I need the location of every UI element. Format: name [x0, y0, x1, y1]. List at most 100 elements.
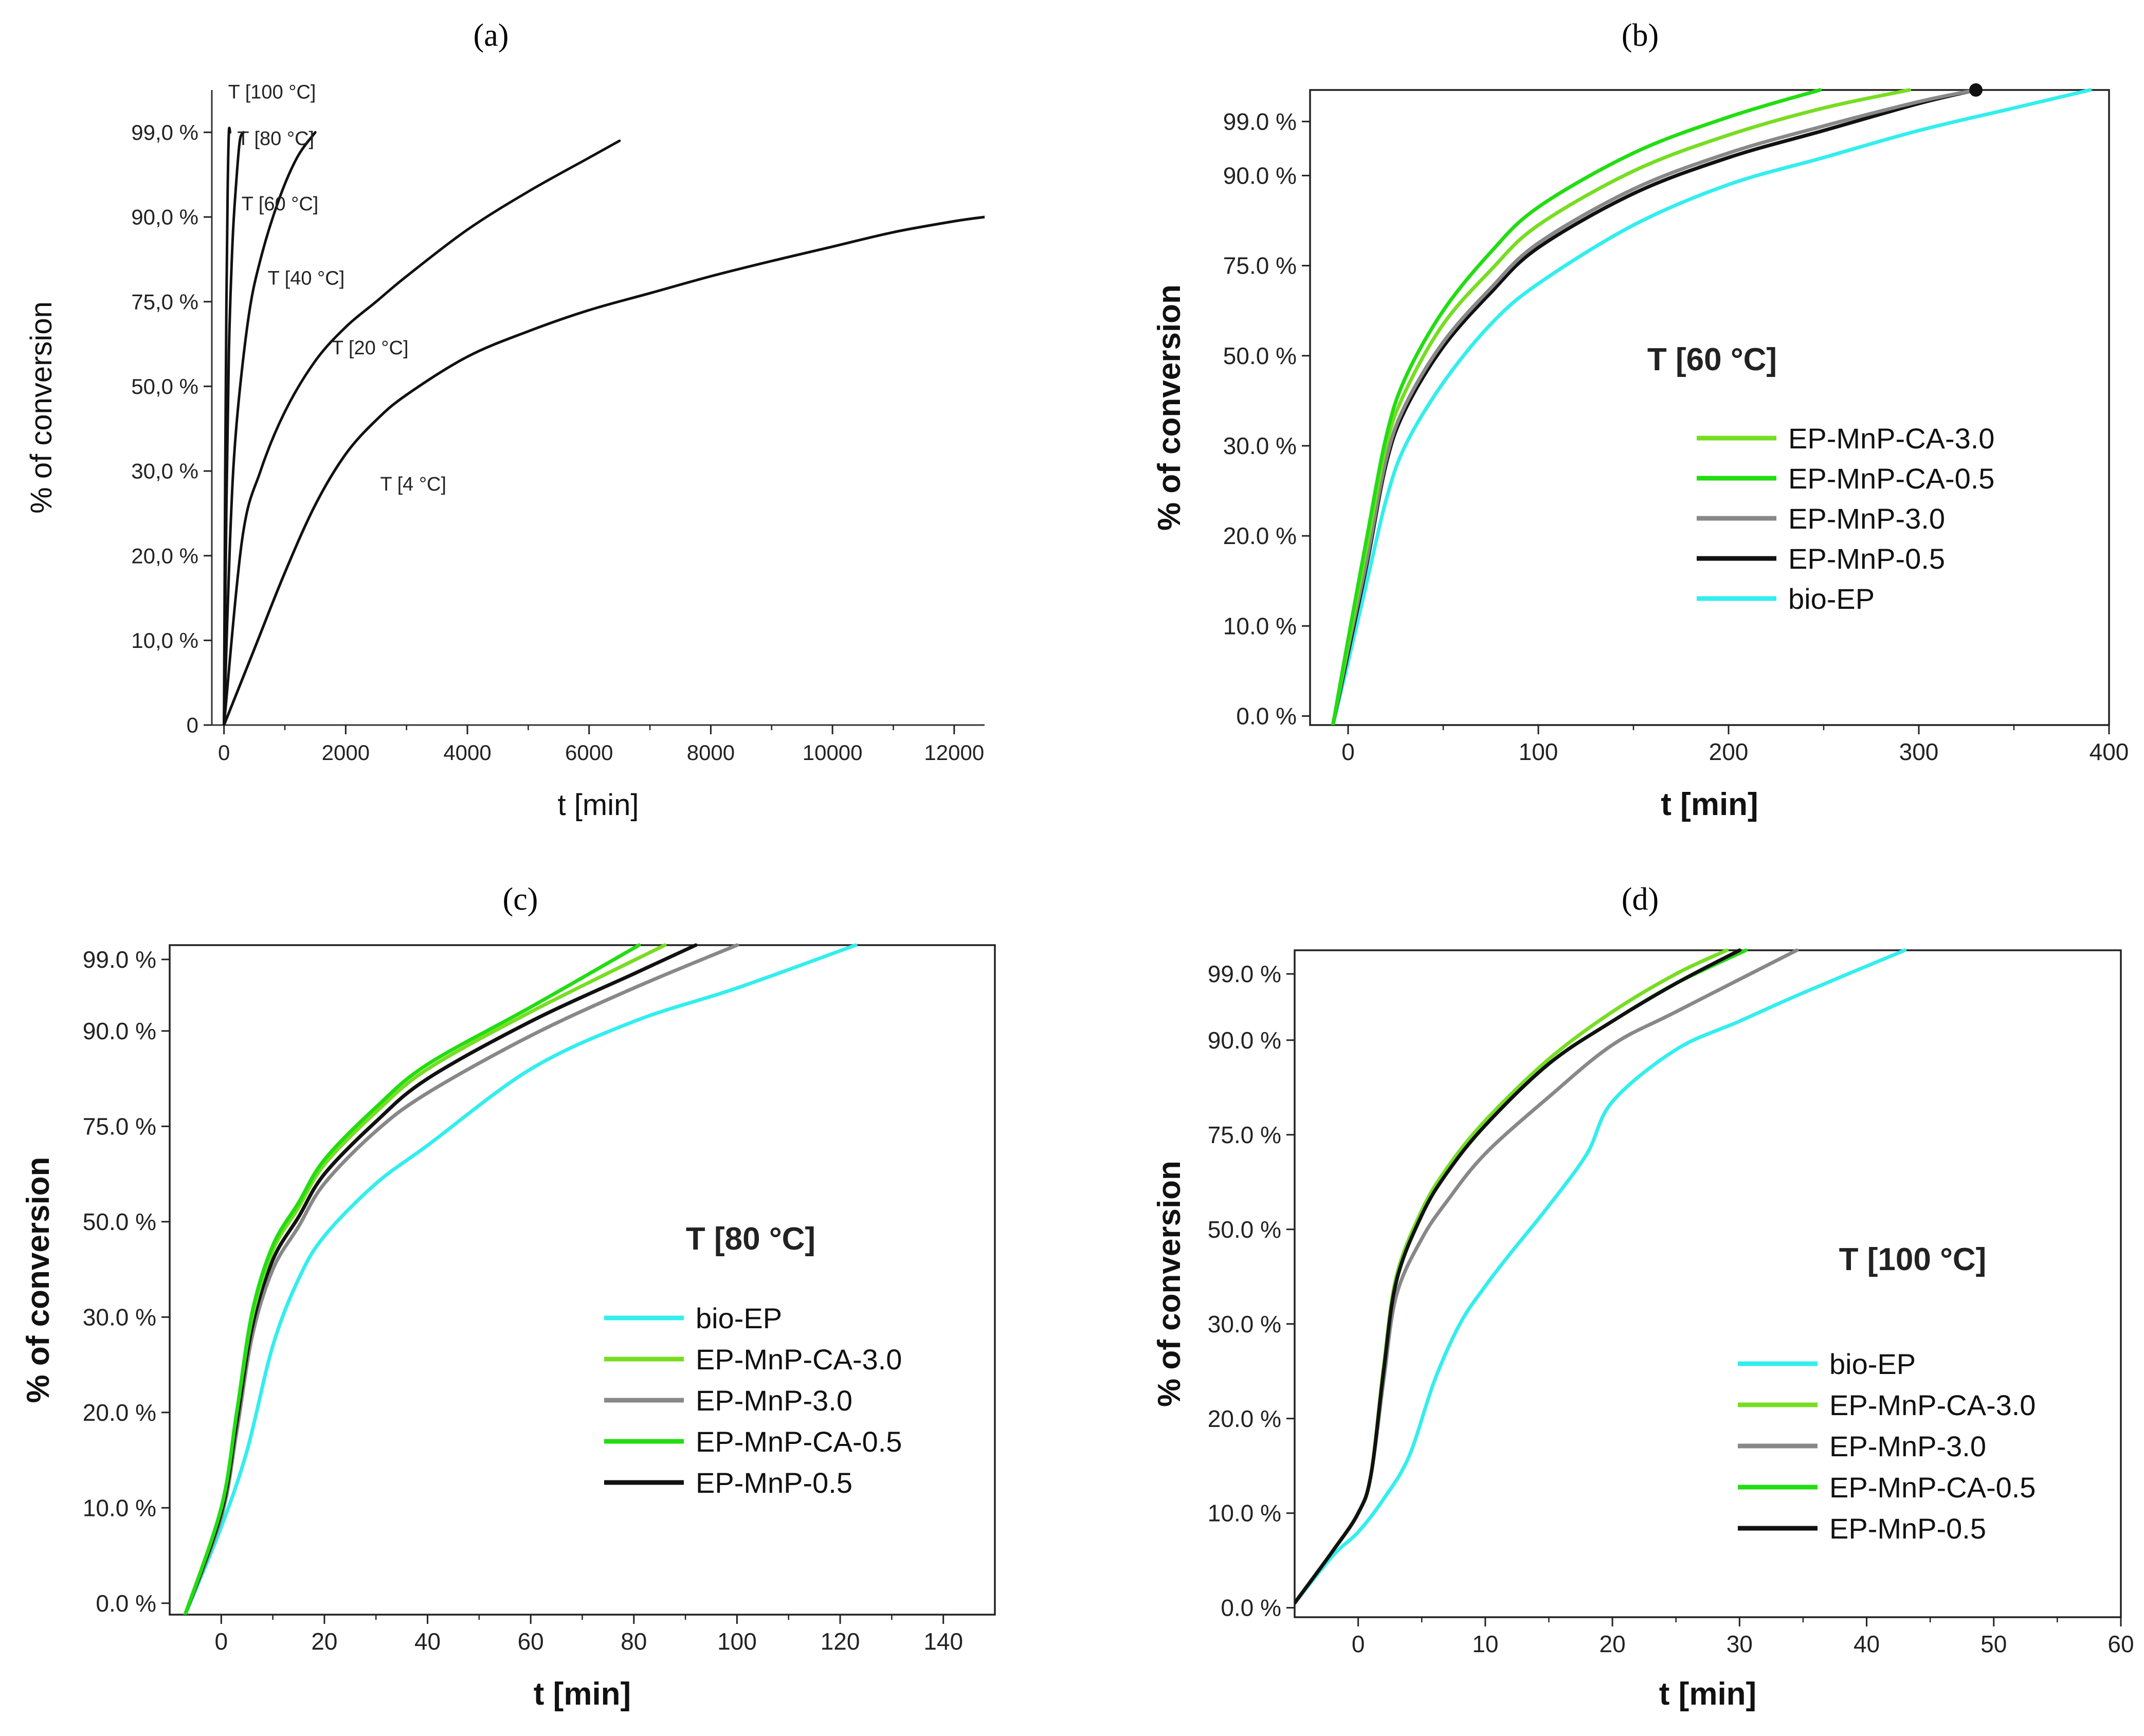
chart-panel-4: (d) 0 10 20 30 40 50 60 0.0 % 10.0 % 20.0 % 30.0 % 5… — [1152, 882, 2134, 1712]
y-tick-label: 0.0 % — [96, 1590, 156, 1617]
x-tick-label: 4000 — [443, 740, 491, 765]
series-line-bio-ep — [1295, 948, 1907, 1605]
x-tick-label: 8000 — [687, 740, 735, 765]
x-tick-label: 10 — [1472, 1631, 1498, 1657]
legend-entry: EP-MnP-3.0 — [1829, 1430, 1986, 1462]
x-tick-label: 140 — [923, 1628, 963, 1655]
x-tick-label: 20 — [1599, 1631, 1625, 1657]
plot-frame — [1309, 89, 2110, 726]
y-tick-label: 0.0 % — [1236, 703, 1297, 730]
series-group — [183, 943, 858, 1615]
y-tick-label: 90,0 % — [131, 205, 198, 229]
x-tick-label: 12000 — [924, 740, 984, 765]
series-line-t-40-c- — [223, 139, 621, 725]
x-tick-label: 40 — [414, 1628, 441, 1655]
y-axis-title: % of conversion — [1152, 1161, 1187, 1407]
chart-panel-2: (b) 0 100 200 300 400 0.0 % 10.0 % 20.0 % 30.0 % 5… — [1152, 18, 2129, 822]
y-tick-label: 10.0 % — [1223, 612, 1297, 639]
y-tick-label: 0 — [187, 713, 198, 737]
legend: EP-MnP-CA-3.0 EP-MnP-CA-0.5 EP-MnP-3.0 EP-M… — [1697, 422, 1994, 615]
x-tick-label: 0 — [1352, 1631, 1365, 1657]
x-axis-title: t [min] — [534, 1676, 631, 1712]
panel-letter: (a) — [474, 18, 509, 53]
panel-letter: (d) — [1622, 882, 1659, 917]
y-tick-label: 75,0 % — [131, 290, 198, 314]
x-tick-label: 0 — [215, 1628, 228, 1655]
legend-entry: EP-MnP-CA-0.5 — [1788, 462, 1994, 495]
y-tick-label: 0.0 % — [1221, 1595, 1281, 1621]
curve-label: T [100 °C] — [228, 81, 316, 103]
series-line-t-60-c- — [223, 131, 317, 725]
legend: bio-EP EP-MnP-CA-3.0 EP-MnP-3.0 EP-MnP-CA-0… — [604, 1302, 902, 1499]
series-line-ep-mnp-0-5 — [1331, 88, 1978, 725]
legend-entry: EP-MnP-0.5 — [696, 1467, 852, 1499]
curve-label: T [80 °C] — [237, 128, 314, 150]
x-tick-label: 2000 — [322, 740, 370, 765]
temperature-annotation: T [80 °C] — [686, 1221, 815, 1257]
y-tick-label: 99,0 % — [131, 120, 198, 144]
series-line-t-80-c- — [223, 131, 245, 725]
series-line-bio-ep — [183, 943, 858, 1615]
x-tick-label: 100 — [717, 1628, 757, 1655]
legend-entry: EP-MnP-0.5 — [1788, 542, 1945, 575]
plot-frame — [169, 944, 996, 1616]
end-marker — [1969, 83, 1983, 97]
y-tick-label: 20.0 % — [1208, 1405, 1281, 1432]
legend-entry: bio-EP — [1788, 583, 1875, 615]
y-tick-label: 20.0 % — [83, 1399, 156, 1426]
y-tick-label: 10.0 % — [83, 1494, 156, 1521]
x-tick-label: 6000 — [565, 740, 613, 765]
y-tick-label: 50,0 % — [131, 374, 198, 399]
x-axis-title: t [min] — [558, 788, 639, 822]
series-line-ep-mnp-ca-3-0 — [1331, 88, 1911, 725]
y-tick-label: 10,0 % — [131, 628, 198, 653]
y-tick-label: 30.0 % — [1208, 1311, 1281, 1337]
x-tick-label: 60 — [2107, 1631, 2134, 1657]
x-tick-label: 0 — [218, 740, 230, 765]
x-tick-label: 80 — [621, 1628, 647, 1655]
series-group — [223, 126, 985, 725]
series-group — [1331, 88, 2092, 725]
x-tick-label: 200 — [1709, 738, 1749, 765]
y-tick-label: 99.0 % — [1223, 108, 1297, 135]
temperature-annotation: T [60 °C] — [1647, 342, 1777, 377]
legend-entry: bio-EP — [696, 1302, 782, 1334]
y-axis-title: % of conversion — [25, 301, 58, 514]
y-tick-label: 30.0 % — [83, 1304, 156, 1330]
x-tick-label: 120 — [821, 1628, 860, 1655]
x-tick-label: 30 — [1727, 1631, 1753, 1657]
legend-entry: bio-EP — [1829, 1348, 1916, 1380]
temperature-annotation: T [100 °C] — [1839, 1242, 1987, 1277]
y-tick-label: 75.0 % — [83, 1113, 156, 1140]
x-tick-label: 10000 — [803, 740, 863, 765]
y-tick-label: 10.0 % — [1208, 1500, 1281, 1527]
chart-panel-1: (a) 0 2000 4000 6000 8000 10000 12000 0 10,0 % 20,… — [25, 18, 985, 822]
y-axis-title: % of conversion — [1152, 284, 1187, 531]
x-tick-label: 100 — [1519, 738, 1558, 765]
x-tick-label: 50 — [1981, 1631, 2007, 1657]
series-line-ep-mnp-ca-0-5 — [1331, 88, 1822, 725]
panel-letter: (b) — [1622, 18, 1659, 53]
plot-frame — [1294, 949, 2122, 1618]
curve-label: T [20 °C] — [332, 337, 409, 359]
x-tick-label: 400 — [2090, 738, 2129, 765]
curve-label: T [60 °C] — [242, 193, 319, 215]
y-tick-label: 20,0 % — [131, 544, 198, 568]
y-tick-label: 50.0 % — [83, 1208, 156, 1235]
x-tick-label: 20 — [311, 1628, 337, 1655]
y-tick-label: 75.0 % — [1208, 1122, 1281, 1148]
y-tick-label: 90.0 % — [1223, 162, 1297, 189]
y-axis-title: % of conversion — [21, 1157, 56, 1403]
y-tick-label: 99.0 % — [1208, 961, 1281, 987]
series-line-ep-mnp-3-0 — [1331, 88, 1978, 725]
panel-letter: (c) — [503, 882, 538, 917]
legend-entry: EP-MnP-3.0 — [696, 1384, 852, 1417]
y-tick-label: 75.0 % — [1223, 252, 1297, 279]
x-tick-label: 60 — [518, 1628, 544, 1655]
legend-entry: EP-MnP-CA-3.0 — [1788, 422, 1994, 455]
y-tick-label: 50.0 % — [1208, 1216, 1281, 1243]
x-tick-label: 0 — [1341, 738, 1355, 765]
legend-entry: EP-MnP-0.5 — [1829, 1512, 1986, 1545]
y-tick-label: 90.0 % — [1208, 1027, 1281, 1054]
